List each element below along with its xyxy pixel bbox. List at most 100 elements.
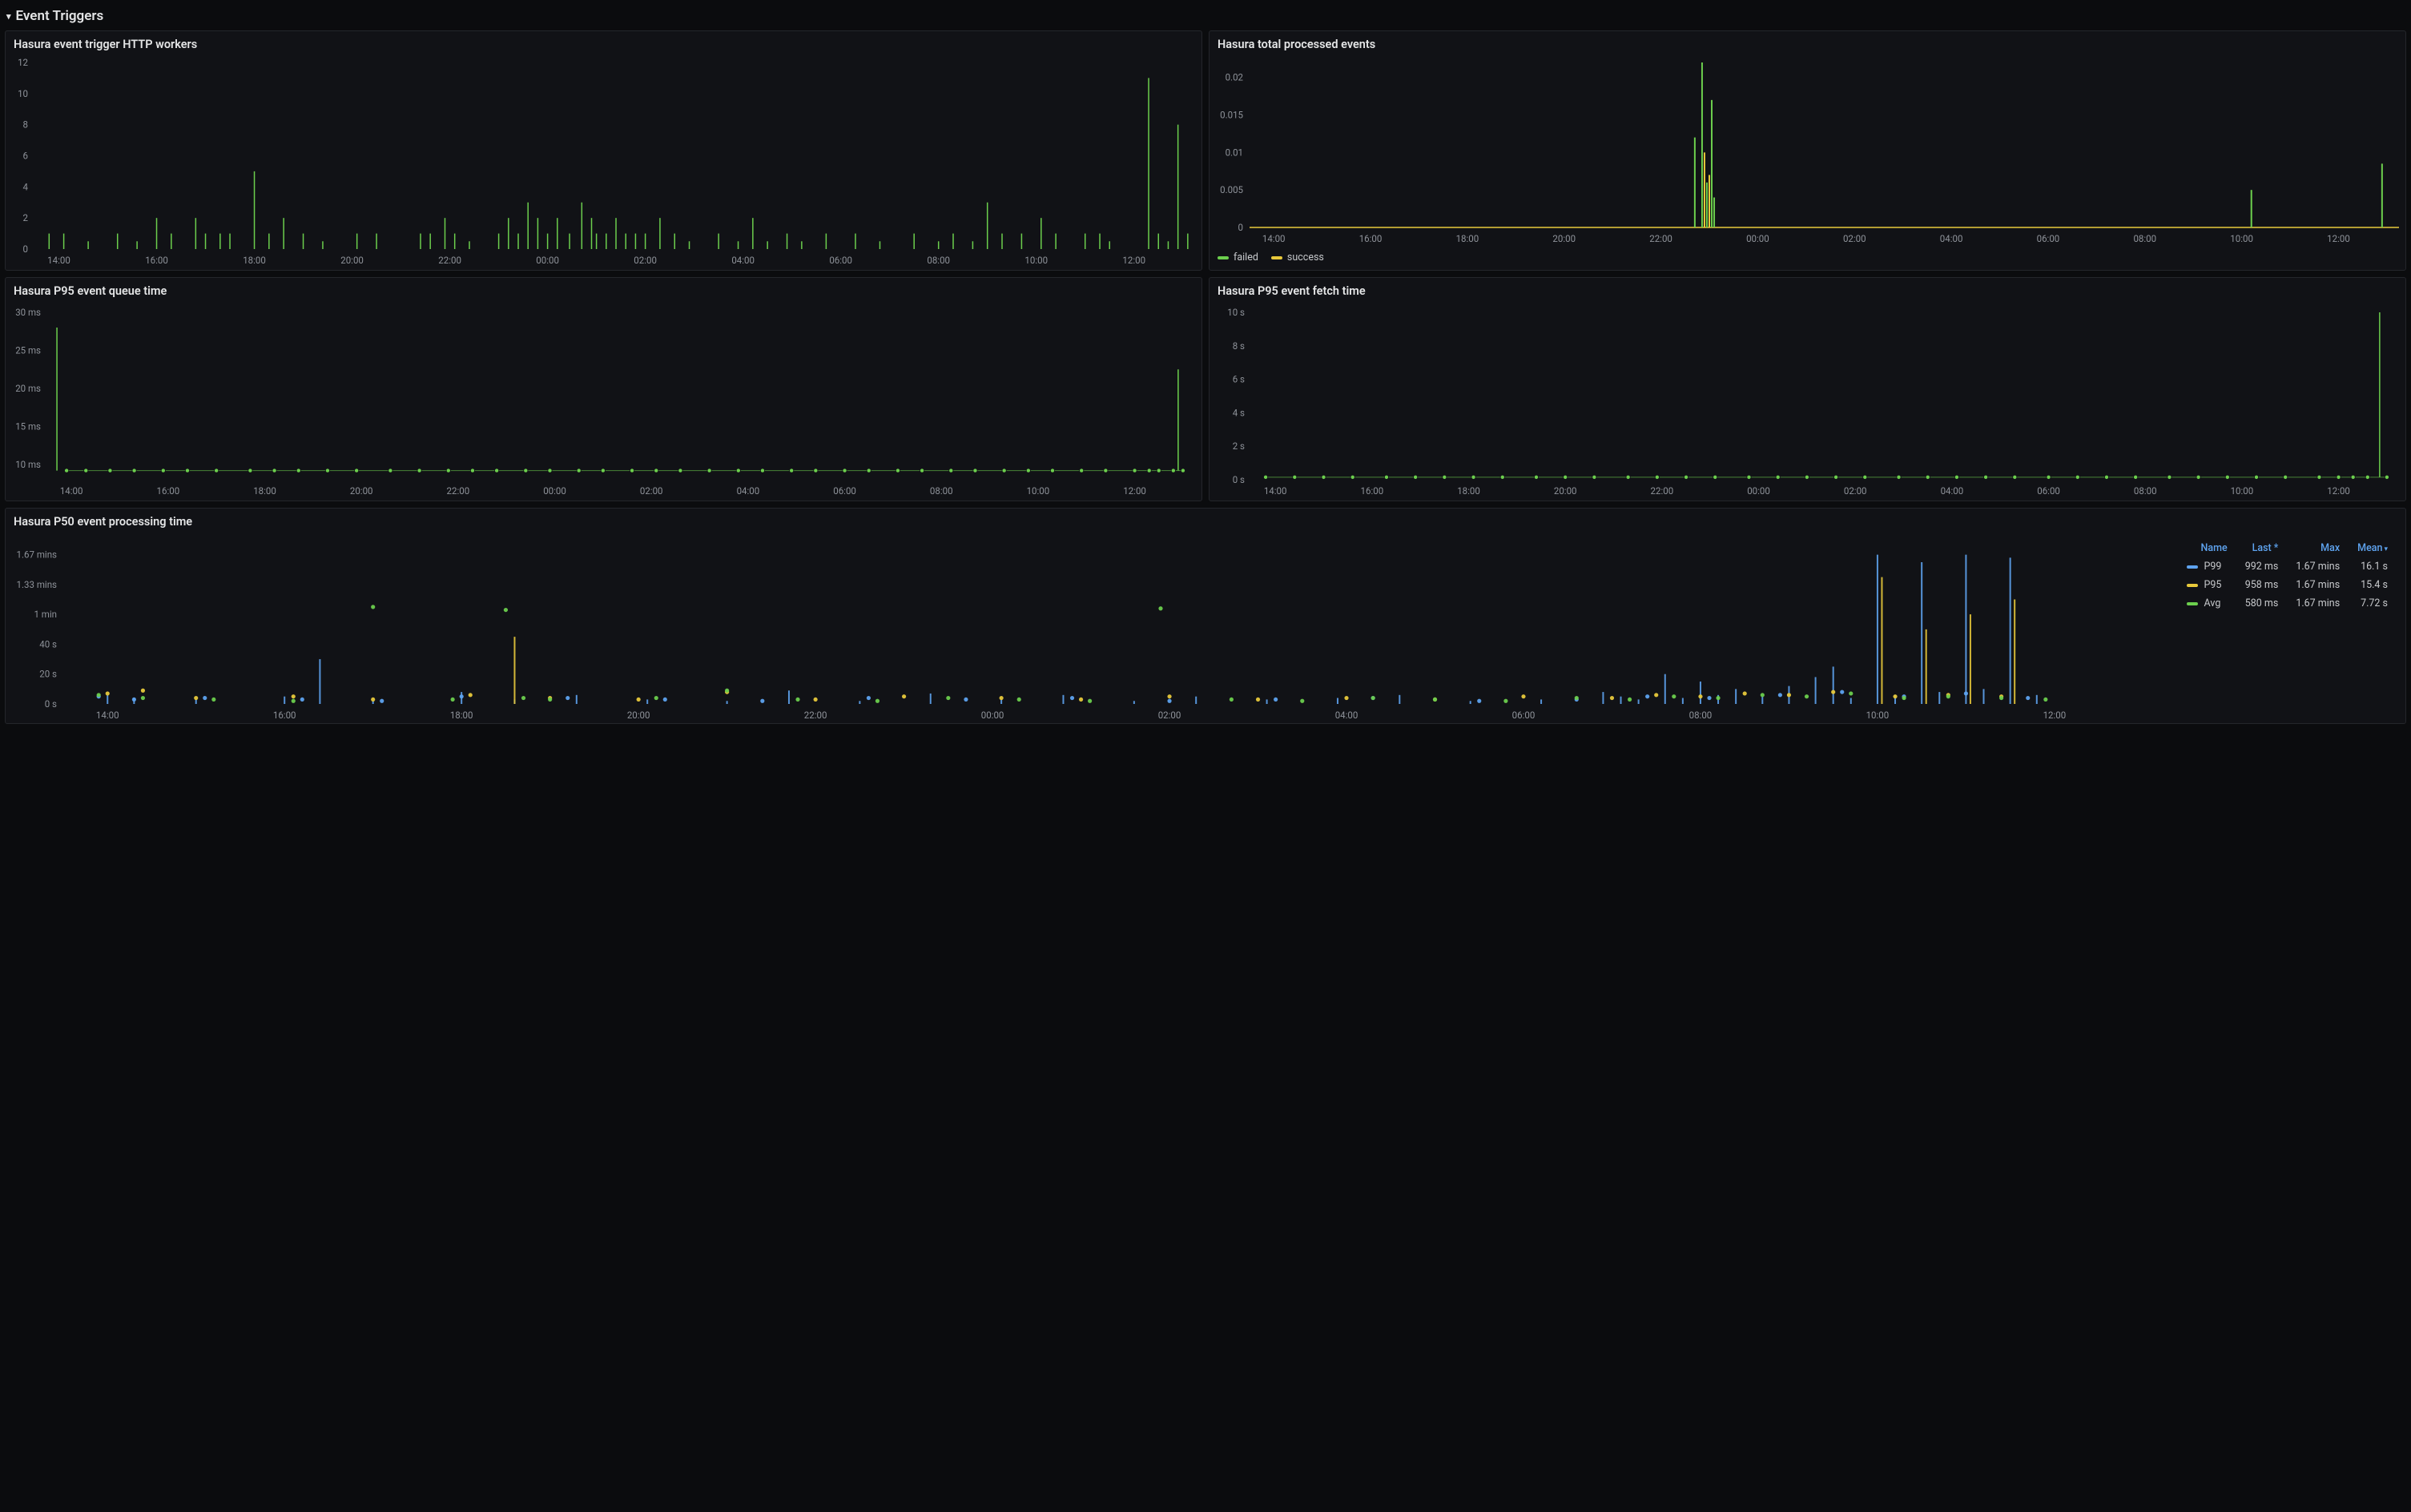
svg-text:00:00: 00:00 — [543, 485, 566, 497]
svg-text:14:00: 14:00 — [1262, 233, 1286, 244]
svg-text:20:00: 20:00 — [1552, 233, 1576, 244]
chart-queue-time[interactable]: 10 ms15 ms20 ms25 ms30 ms14:0016:0018:00… — [6, 301, 1201, 501]
svg-text:16:00: 16:00 — [273, 710, 296, 721]
svg-text:06:00: 06:00 — [2037, 485, 2060, 497]
panel-title: Hasura P95 event fetch time — [1210, 278, 2405, 301]
svg-text:04:00: 04:00 — [1941, 485, 1964, 497]
svg-text:04:00: 04:00 — [731, 255, 755, 266]
stats-header[interactable]: Last * — [2237, 540, 2287, 557]
svg-text:12:00: 12:00 — [1122, 255, 1145, 266]
svg-text:1.67 mins: 1.67 mins — [17, 549, 58, 561]
svg-text:22:00: 22:00 — [447, 485, 470, 497]
svg-text:20:00: 20:00 — [350, 485, 373, 497]
svg-text:04:00: 04:00 — [1940, 233, 1963, 244]
svg-text:04:00: 04:00 — [737, 485, 760, 497]
svg-text:02:00: 02:00 — [1158, 710, 1181, 721]
svg-text:10:00: 10:00 — [1027, 485, 1050, 497]
svg-text:04:00: 04:00 — [1335, 710, 1358, 721]
svg-text:00:00: 00:00 — [981, 710, 1004, 721]
svg-text:14:00: 14:00 — [60, 485, 83, 497]
svg-text:4 s: 4 s — [1233, 407, 1245, 418]
svg-text:10 s: 10 s — [1227, 307, 1245, 318]
legend-swatch — [1271, 256, 1282, 259]
section-header[interactable]: ▾ Event Triggers — [5, 5, 2406, 30]
section-title: Event Triggers — [16, 8, 104, 24]
legend-label: failed — [1234, 251, 1258, 263]
svg-text:20:00: 20:00 — [340, 255, 364, 266]
stats-row[interactable]: P99992 ms1.67 mins16.1 s — [2179, 558, 2396, 575]
panel-http-workers: Hasura event trigger HTTP workers 024681… — [5, 30, 1202, 271]
stats-row[interactable]: Avg580 ms1.67 mins7.72 s — [2179, 595, 2396, 612]
svg-text:0 s: 0 s — [1233, 474, 1245, 485]
svg-text:00:00: 00:00 — [536, 255, 559, 266]
svg-text:1 min: 1 min — [34, 609, 57, 620]
legend-swatch — [2187, 584, 2198, 587]
svg-text:22:00: 22:00 — [804, 710, 827, 721]
svg-text:18:00: 18:00 — [450, 710, 473, 721]
panel-processing-time: Hasura P50 event processing time 0 s20 s… — [5, 508, 2406, 724]
svg-text:06:00: 06:00 — [2037, 233, 2060, 244]
svg-text:12:00: 12:00 — [2327, 233, 2350, 244]
svg-text:8 s: 8 s — [1233, 340, 1245, 352]
stats-table: NameLast *MaxMean▾ P99992 ms1.67 mins16.… — [2177, 538, 2397, 613]
chart-http-workers[interactable]: 02468101214:0016:0018:0020:0022:0000:000… — [6, 54, 1201, 270]
svg-text:1.33 mins: 1.33 mins — [17, 579, 58, 590]
svg-text:14:00: 14:00 — [1264, 485, 1287, 497]
svg-text:18:00: 18:00 — [243, 255, 266, 266]
svg-text:02:00: 02:00 — [640, 485, 663, 497]
legend-swatch — [1218, 256, 1229, 259]
chart-processed-events[interactable]: 00.0050.010.0150.0214:0016:0018:0020:002… — [1210, 54, 2405, 248]
svg-text:14:00: 14:00 — [47, 255, 70, 266]
svg-text:10: 10 — [18, 88, 28, 99]
svg-text:0.015: 0.015 — [1220, 110, 1243, 121]
svg-text:02:00: 02:00 — [1843, 233, 1866, 244]
panel-title: Hasura event trigger HTTP workers — [6, 31, 1201, 54]
svg-text:08:00: 08:00 — [930, 485, 953, 497]
chart-processing-time[interactable]: 0 s 20 s 40 s 1 min 1.33 mins 1.67 mins 14:00 1… — [6, 532, 2405, 723]
svg-text:30 ms: 30 ms — [15, 307, 41, 318]
svg-text:40 s: 40 s — [39, 638, 57, 649]
svg-text:18:00: 18:00 — [1456, 233, 1479, 244]
svg-text:20:00: 20:00 — [627, 710, 650, 721]
legend-swatch — [2187, 565, 2198, 569]
svg-text:08:00: 08:00 — [2133, 233, 2156, 244]
svg-text:22:00: 22:00 — [1651, 485, 1674, 497]
svg-text:08:00: 08:00 — [2134, 485, 2157, 497]
svg-text:0.02: 0.02 — [1226, 72, 1244, 83]
svg-text:16:00: 16:00 — [1359, 233, 1383, 244]
svg-text:2: 2 — [23, 212, 29, 223]
svg-text:14:00: 14:00 — [96, 710, 119, 721]
legend-swatch — [2187, 602, 2198, 605]
stats-row[interactable]: P95958 ms1.67 mins15.4 s — [2179, 577, 2396, 593]
svg-text:10 ms: 10 ms — [15, 459, 41, 470]
svg-text:0.005: 0.005 — [1220, 184, 1243, 195]
svg-text:6: 6 — [23, 151, 28, 162]
svg-text:12:00: 12:00 — [2327, 485, 2350, 497]
svg-text:0 s: 0 s — [45, 698, 57, 710]
svg-text:00:00: 00:00 — [1747, 485, 1770, 497]
stats-header[interactable]: Mean▾ — [2349, 540, 2396, 557]
panel-title: Hasura total processed events — [1210, 31, 2405, 54]
legend-item-failed[interactable]: failed — [1218, 251, 1258, 263]
svg-text:0: 0 — [1238, 222, 1243, 233]
svg-text:2 s: 2 s — [1233, 440, 1245, 452]
svg-text:10:00: 10:00 — [1024, 255, 1048, 266]
svg-text:20 s: 20 s — [39, 669, 57, 680]
svg-text:6 s: 6 s — [1233, 374, 1245, 385]
stats-header[interactable]: Name — [2179, 540, 2236, 557]
svg-text:10:00: 10:00 — [1866, 710, 1890, 721]
svg-text:4: 4 — [23, 181, 29, 192]
svg-text:16:00: 16:00 — [145, 255, 168, 266]
chevron-down-icon: ▾ — [6, 11, 11, 22]
svg-text:08:00: 08:00 — [1689, 710, 1713, 721]
stats-header[interactable]: Max — [2288, 540, 2348, 557]
svg-text:00:00: 00:00 — [1746, 233, 1769, 244]
svg-text:20 ms: 20 ms — [15, 383, 41, 394]
legend-item-success[interactable]: success — [1271, 251, 1324, 263]
panel-queue-time: Hasura P95 event queue time 10 ms15 ms20… — [5, 277, 1202, 501]
svg-text:8: 8 — [23, 119, 28, 131]
chart-fetch-time[interactable]: 0 s2 s4 s6 s8 s10 s14:0016:0018:0020:002… — [1210, 301, 2405, 501]
svg-text:16:00: 16:00 — [157, 485, 180, 497]
svg-text:0.01: 0.01 — [1226, 147, 1243, 158]
svg-text:18:00: 18:00 — [1457, 485, 1480, 497]
